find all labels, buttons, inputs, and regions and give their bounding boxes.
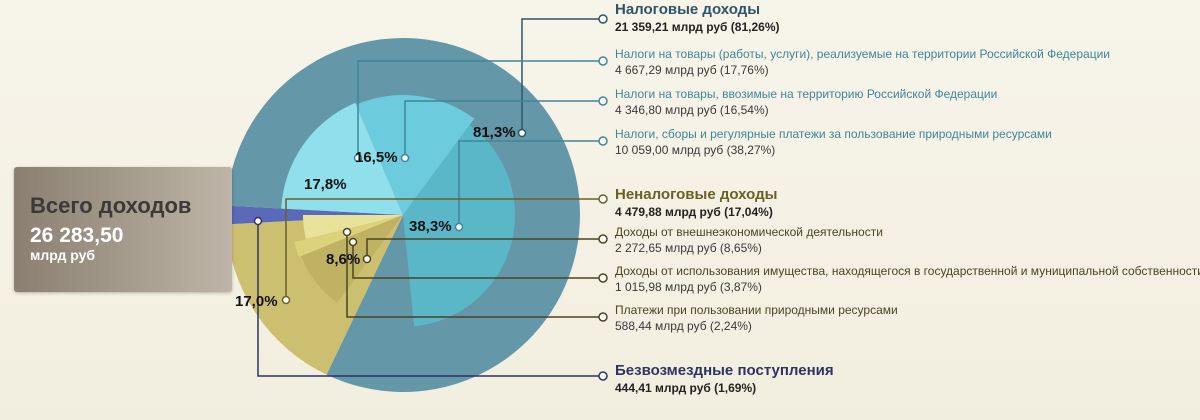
leader-tax-goods-rf-start-dot — [353, 153, 363, 163]
leader-tax-goods-rf — [357, 60, 603, 158]
legend-label: Налоги, сборы и регулярные платежи за по… — [615, 127, 1052, 141]
legend-item-nontax-property: Доходы от использования имущества, наход… — [615, 263, 1200, 295]
leader-tax-natural-end-dot — [598, 136, 608, 146]
legend-item-nontax-payments: Платежи при пользовании природными ресур… — [615, 302, 898, 334]
leader-nontax-foreign — [366, 238, 603, 259]
leader-nontax-property-end-dot — [598, 273, 608, 283]
leader-gratuitous-end-dot — [598, 371, 608, 381]
leader-nontax-foreign-start-dot — [362, 254, 372, 264]
leader-tax-goods-import-end-dot — [598, 96, 608, 106]
legend-item-tax: Налоговые доходы 21 359,21 млрд руб (81,… — [615, 1, 779, 35]
legend-label: Безвозмездные поступления — [615, 362, 834, 379]
pct-label-tax-goods-rf: 17,8% — [304, 176, 347, 193]
leader-tax — [521, 18, 603, 133]
sub-slice-tax-goods-rf — [281, 102, 403, 215]
legend-item-gratuitous: Безвозмездные поступления 444,41 млрд ру… — [615, 362, 834, 396]
sub-slice-nontax-payments — [294, 215, 403, 257]
pct-label-tax-natural: 38,3% — [409, 218, 452, 235]
sub-slice-nontax-foreign — [300, 215, 403, 303]
total-revenue-box: Всего доходов 26 283,50 млрд руб — [14, 167, 232, 292]
legend-label: Доходы от внешнеэкономической деятельнос… — [615, 225, 883, 239]
legend-label: Платежи при пользовании природными ресур… — [615, 303, 898, 317]
legend-value: 444,41 млрд руб (1,69%) — [615, 381, 757, 395]
total-unit: млрд руб — [30, 247, 96, 263]
outer-slices — [226, 38, 581, 393]
leader-lines — [257, 18, 603, 377]
leader-nontax-start-dot — [281, 295, 291, 305]
pct-label-tax: 81,3% — [473, 124, 516, 141]
leader-nontax-foreign-end-dot — [598, 234, 608, 244]
leader-dots — [253, 14, 608, 381]
leader-nontax-property — [352, 242, 603, 279]
total-value: 26 283,50 — [30, 224, 124, 247]
leader-nontax-property-start-dot — [348, 237, 358, 247]
leader-nontax — [285, 198, 603, 300]
legend-value: 4 479,88 млрд руб (17,04%) — [615, 205, 773, 219]
leader-nontax-end-dot — [598, 194, 608, 204]
leader-nontax-payments-end-dot — [598, 312, 608, 322]
legend-label: Налоговые доходы — [615, 1, 760, 18]
leader-tax-goods-import-start-dot — [400, 153, 410, 163]
sub-slice-tax-goods-import — [356, 95, 475, 215]
legend-item-nontax: Неналоговые доходы 4 479,88 млрд руб (17… — [615, 186, 777, 220]
legend-item-tax-goods-rf: Налоги на товары (работы, услуги), реали… — [615, 46, 1110, 78]
legend-item-tax-goods-import: Налоги на товары, ввозимые на территорию… — [615, 86, 997, 118]
legend-value: 1 015,98 млрд руб (3,87%) — [615, 280, 762, 294]
legend-label: Налоги на товары (работы, услуги), реали… — [615, 47, 1110, 61]
legend-value: 21 359,21 млрд руб (81,26%) — [615, 20, 780, 34]
leader-tax-goods-rf-end-dot — [598, 56, 608, 66]
pct-label-tax-goods-import: 16,5% — [355, 149, 398, 166]
leader-tax-start-dot — [517, 128, 527, 138]
legend-value: 4 346,80 млрд руб (16,54%) — [615, 103, 769, 117]
legend-value: 4 667,29 млрд руб (17,76%) — [615, 63, 769, 77]
leader-nontax-payments-start-dot — [342, 227, 352, 237]
pct-label-nontax: 17,0% — [235, 293, 278, 310]
leader-gratuitous-start-dot — [253, 216, 263, 226]
legend-label: Налоги на товары, ввозимые на территорию… — [615, 87, 998, 101]
legend-item-tax-natural: Налоги, сборы и регулярные платежи за по… — [615, 126, 1052, 158]
pct-label-nontax-foreign: 8,6% — [326, 251, 361, 268]
leader-tax-natural-start-dot — [454, 222, 464, 232]
legend-item-nontax-foreign: Доходы от внешнеэкономической деятельнос… — [615, 224, 883, 256]
legend-label: Доходы от использования имущества, наход… — [615, 264, 1200, 278]
leader-nontax-payments — [346, 232, 603, 318]
leader-gratuitous — [257, 221, 603, 377]
legend-value: 2 272,65 млрд руб (8,65%) — [615, 241, 762, 255]
legend-value: 588,44 млрд руб (2,24%) — [615, 319, 752, 333]
legend-label: Неналоговые доходы — [615, 186, 778, 203]
leader-tax-end-dot — [598, 14, 608, 24]
total-title: Всего доходов — [30, 193, 192, 218]
sub-slice-nontax-property — [303, 215, 403, 240]
legend-value: 10 059,00 млрд руб (38,27%) — [615, 143, 776, 157]
leader-tax-goods-import — [404, 100, 603, 158]
